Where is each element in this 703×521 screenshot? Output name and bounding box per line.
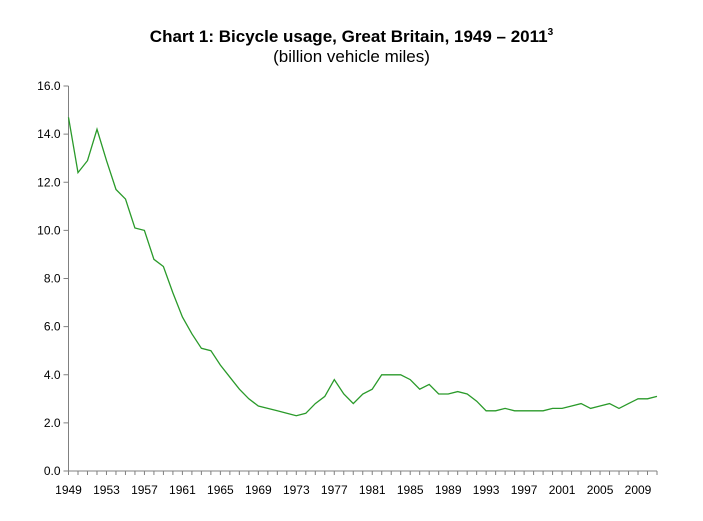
chart-title: Chart 1: Bicycle usage, Great Britain, 1… [0,27,703,47]
x-tick-label: 1969 [245,483,272,497]
y-tick-label: 8.0 [44,272,61,286]
y-tick-label: 4.0 [44,368,61,382]
x-tick-label: 1961 [169,483,196,497]
y-tick-label: 0.0 [44,464,61,478]
x-tick-label: 2009 [625,483,652,497]
title-footnote: 3 [547,27,554,38]
x-tick-label: 1953 [93,483,120,497]
y-tick-label: 16.0 [37,79,61,93]
y-tick-label: 10.0 [37,223,61,237]
x-tick-label: 2005 [587,483,614,497]
x-tick-label: 1993 [473,483,500,497]
x-tick-label: 1957 [131,483,158,497]
series-group [67,117,658,417]
chart-title-text: Chart 1: Bicycle usage, Great Britain, 1… [149,27,548,46]
x-tick-label: 1965 [207,483,234,497]
y-axis-ticks: 0.0 2.0 4.0 6.0 8.0 10.0 12.0 14.0 16.0 [37,79,69,478]
x-tick-label: 2001 [549,483,576,497]
y-tick-label: 14.0 [37,127,61,141]
x-tick-label: 1997 [511,483,538,497]
y-tick-label: 6.0 [44,320,61,334]
y-tick-label: 2.0 [44,416,61,430]
x-tick-label: 1973 [283,483,310,497]
x-tick-label: 1981 [359,483,386,497]
x-axis-ticks: 1949 1953 1957 1961 1965 1969 1973 1977 1981 1985… [55,471,658,497]
x-tick-label: 1985 [397,483,424,497]
x-tick-label: 1977 [321,483,348,497]
y-tick-label: 12.0 [37,175,61,189]
axes [64,86,657,472]
series-line-bicycle-usage [67,117,658,417]
x-tick-label: 1949 [55,483,82,497]
chart-subtitle: (billion vehicle miles) [273,47,430,66]
x-tick-label: 1989 [435,483,462,497]
